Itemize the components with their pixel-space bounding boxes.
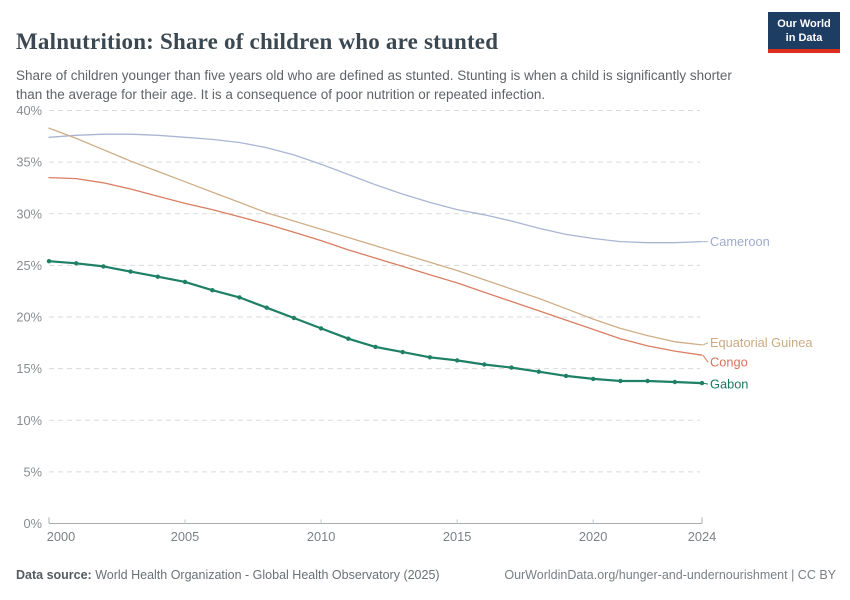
marker-gabon-2004 (155, 274, 160, 279)
marker-gabon-2008 (264, 305, 269, 310)
marker-gabon-2015 (454, 358, 460, 363)
marker-gabon-2020 (591, 376, 596, 382)
marker-gabon-2002 (101, 264, 106, 269)
x-tick-label-2010: 2010 (307, 529, 335, 544)
y-tick-10: 10% (16, 413, 42, 428)
owid-logo-line1: Our World (777, 18, 831, 30)
stunting-line-chart: 0% 5% 10% 15% 20% 25% 30% 35% 40% 2000 2005 2010 201… (16, 103, 813, 544)
marker-gabon-2007 (237, 295, 242, 300)
line-congo[interactable] (48, 176, 703, 356)
label-connector-congo (702, 354, 709, 363)
marker-gabon-2024 (699, 380, 705, 386)
marker-gabon-2003 (128, 269, 133, 274)
x-tick-label-2005: 2005 (171, 529, 199, 544)
owid-license-link[interactable]: OurWorldinData.org/hunger-and-undernouri… (504, 568, 836, 582)
x-tick-label-2000: 2000 (47, 529, 75, 544)
label-connector-equatorial-guinea (702, 342, 709, 346)
marker-gabon-2001 (74, 261, 79, 266)
y-gridlines (49, 110, 700, 473)
chart-footer: Data source: World Health Organization -… (16, 568, 836, 590)
marker-gabon-2018 (536, 369, 541, 374)
data-source-text: World Health Organization - Global Healt… (91, 568, 440, 582)
series-label-equatorial-guinea[interactable]: Equatorial Guinea (710, 335, 813, 350)
marker-gabon-2005 (182, 279, 188, 285)
owid-logo-line2: in Data (785, 31, 823, 44)
data-source-line: Data source: World Health Organization -… (16, 568, 440, 582)
x-tick-label-2024: 2024 (688, 529, 716, 544)
marker-gabon-2010 (318, 326, 324, 331)
chart-subtitle: Share of children younger than five year… (16, 67, 732, 103)
y-tick-0: 0% (24, 516, 43, 531)
series-cameroon[interactable]: Cameroon (48, 133, 770, 249)
marker-gabon-2023 (672, 379, 677, 385)
x-tick-label-2015: 2015 (443, 529, 471, 544)
series-congo[interactable]: Congo (48, 176, 748, 370)
series-label-gabon[interactable]: Gabon (710, 376, 748, 391)
series-label-cameroon[interactable]: Cameroon (710, 234, 770, 249)
x-tick-label-2020: 2020 (579, 529, 607, 544)
y-tick-30: 30% (16, 206, 42, 221)
series-label-congo[interactable]: Congo (710, 355, 748, 370)
line-equatorial-guinea[interactable] (48, 127, 703, 346)
line-cameroon[interactable] (48, 133, 703, 244)
series-equatorial-guinea[interactable]: Equatorial Guinea (48, 127, 813, 350)
label-connector-gabon (702, 382, 709, 385)
page-title: Malnutrition: Share of children who are … (16, 29, 499, 55)
marker-gabon-2012 (373, 344, 378, 350)
data-source-label: Data source: (16, 568, 92, 582)
owid-logo[interactable]: Our World in Data (768, 12, 840, 53)
marker-gabon-2000 (46, 259, 52, 264)
marker-gabon-2014 (427, 355, 433, 360)
marker-gabon-2009 (291, 315, 297, 321)
marker-gabon-2022 (645, 378, 650, 384)
x-axis: 2000 2005 2010 2015 2020 2024 (47, 517, 716, 544)
series-gabon[interactable]: Gabon (46, 259, 749, 391)
marker-gabon-2019 (563, 373, 569, 379)
y-tick-15: 15% (16, 361, 42, 376)
y-tick-35: 35% (16, 155, 42, 170)
marker-gabon-2016 (482, 362, 487, 367)
y-tick-20: 20% (16, 310, 42, 325)
marker-gabon-2011 (346, 336, 351, 341)
y-axis-labels: 0% 5% 10% 15% 20% 25% 30% 35% 40% (16, 103, 42, 531)
marker-gabon-2013 (400, 349, 405, 355)
marker-gabon-2021 (618, 378, 623, 384)
y-tick-5: 5% (24, 464, 43, 479)
y-tick-40: 40% (16, 103, 42, 118)
y-tick-25: 25% (16, 258, 42, 273)
marker-gabon-2017 (509, 365, 514, 370)
marker-gabon-2006 (210, 288, 215, 293)
